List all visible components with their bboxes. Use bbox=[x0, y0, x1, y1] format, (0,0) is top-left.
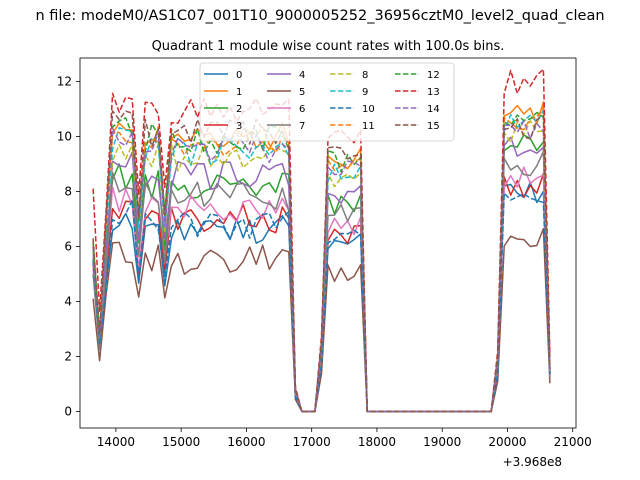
figure-suptitle: n file: modeM0/AS1C07_001T10_9000005252_… bbox=[35, 8, 604, 24]
series-line-15 bbox=[92, 110, 551, 413]
x-tick-label: 16000 bbox=[227, 435, 265, 449]
legend-label-15: 15 bbox=[427, 121, 440, 132]
legend-label-7: 7 bbox=[299, 121, 305, 132]
legend-label-10: 10 bbox=[362, 104, 375, 115]
legend-label-6: 6 bbox=[299, 104, 305, 115]
x-axis: 14000 15000 16000 17000 18000 19000 20000 21000 bbox=[97, 428, 592, 449]
x-tick-label: 14000 bbox=[97, 435, 135, 449]
x-tick-label: 21000 bbox=[554, 435, 592, 449]
legend-label-5: 5 bbox=[299, 87, 305, 98]
legend-label-4: 4 bbox=[299, 70, 305, 81]
plot-lines bbox=[92, 68, 551, 413]
y-tick-label: 2 bbox=[64, 349, 72, 363]
legend-label-13: 13 bbox=[427, 87, 440, 98]
x-tick-label: 17000 bbox=[293, 435, 331, 449]
y-tick-label: 12 bbox=[57, 74, 72, 88]
y-axis: 0 2 4 6 8 10 12 bbox=[57, 74, 80, 418]
legend-label-11: 11 bbox=[362, 121, 375, 132]
legend-label-9: 9 bbox=[362, 87, 368, 98]
x-tick-label: 18000 bbox=[358, 435, 396, 449]
series-line-10 bbox=[92, 192, 551, 413]
legend-label-12: 12 bbox=[427, 70, 440, 81]
legend-label-14: 14 bbox=[427, 104, 440, 115]
y-tick-label: 0 bbox=[64, 404, 72, 418]
chart-title: Quadrant 1 module wise count rates with … bbox=[152, 39, 505, 54]
legend-label-8: 8 bbox=[362, 70, 368, 81]
y-tick-label: 10 bbox=[57, 129, 72, 143]
y-tick-label: 8 bbox=[64, 184, 72, 198]
y-tick-label: 6 bbox=[64, 239, 72, 253]
legend-label-1: 1 bbox=[236, 87, 242, 98]
plot-frame bbox=[79, 57, 577, 429]
x-tick-label: 20000 bbox=[488, 435, 526, 449]
x-tick-label: 15000 bbox=[162, 435, 200, 449]
legend-label-3: 3 bbox=[236, 121, 242, 132]
legend-frame bbox=[199, 62, 455, 142]
x-offset-text: +3.968e8 bbox=[503, 455, 562, 469]
x-tick-label: 19000 bbox=[423, 435, 461, 449]
legend-label-2: 2 bbox=[236, 104, 242, 115]
y-tick-label: 4 bbox=[64, 294, 72, 308]
legend-label-0: 0 bbox=[236, 70, 242, 81]
